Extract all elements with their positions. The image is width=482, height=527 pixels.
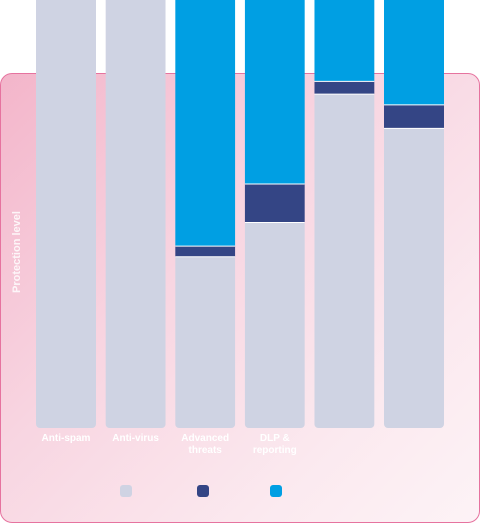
bar-segment-series-1 [314, 94, 375, 428]
bar-segment-series-1 [384, 128, 444, 428]
bar-segment-series-1 [105, 0, 166, 428]
x-tick-label: DLP & reporting [252, 433, 297, 456]
bar-group [36, 0, 96, 428]
legend-swatch-series-2 [197, 485, 209, 497]
x-tick-label: Anti-virus [112, 433, 159, 444]
bar-segment-series-2 [244, 184, 305, 223]
bar-segment-series-1 [244, 222, 305, 428]
bar-segment-series-2 [175, 246, 236, 257]
bar-group [244, 0, 305, 428]
legend-item [197, 485, 215, 497]
bar-group [105, 0, 166, 428]
x-tick-label: Anti-spam [41, 433, 91, 444]
legend-item [120, 485, 138, 497]
bar-group [314, 0, 375, 428]
bar-group [175, 0, 236, 428]
legend [120, 485, 420, 501]
bar-segment-series-3 [175, 0, 236, 247]
bar-segment-series-3 [314, 0, 375, 82]
bar-segment-series-3 [244, 0, 305, 185]
bar-segment-series-2 [314, 81, 375, 95]
bar-segment-series-1 [36, 0, 96, 428]
bar-segment-series-3 [384, 0, 444, 105]
bar-segment-series-2 [384, 104, 444, 129]
x-tick-label: Advanced threats [181, 433, 230, 456]
bar-group [384, 0, 444, 428]
legend-swatch-series-3 [270, 485, 282, 497]
bar-segment-series-1 [175, 256, 236, 428]
legend-swatch-series-1 [120, 485, 132, 497]
legend-item [270, 485, 288, 497]
